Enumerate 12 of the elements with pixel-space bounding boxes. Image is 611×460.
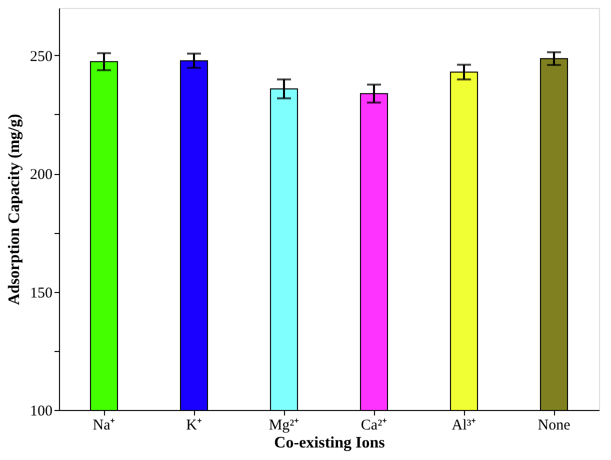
x-tick-label: Mg²⁺ [268,418,300,434]
y-tick-label: 250 [30,48,52,65]
y-tick-label: 150 [30,285,52,302]
y-tick-label: 200 [30,167,52,184]
y-axis-title: Adsorption Capacity (mg/g) [6,114,23,306]
x-axis-title: Co-existing Ions [274,434,385,452]
x-tick-label: None [538,418,571,434]
x-tick-label: Na⁺ [92,418,116,434]
x-tick-label: Ca²⁺ [360,418,388,434]
y-tick-label: 100 [30,404,52,420]
x-tick-label: Al³⁺ [452,418,476,434]
x-tick-label: K⁺ [186,418,202,434]
